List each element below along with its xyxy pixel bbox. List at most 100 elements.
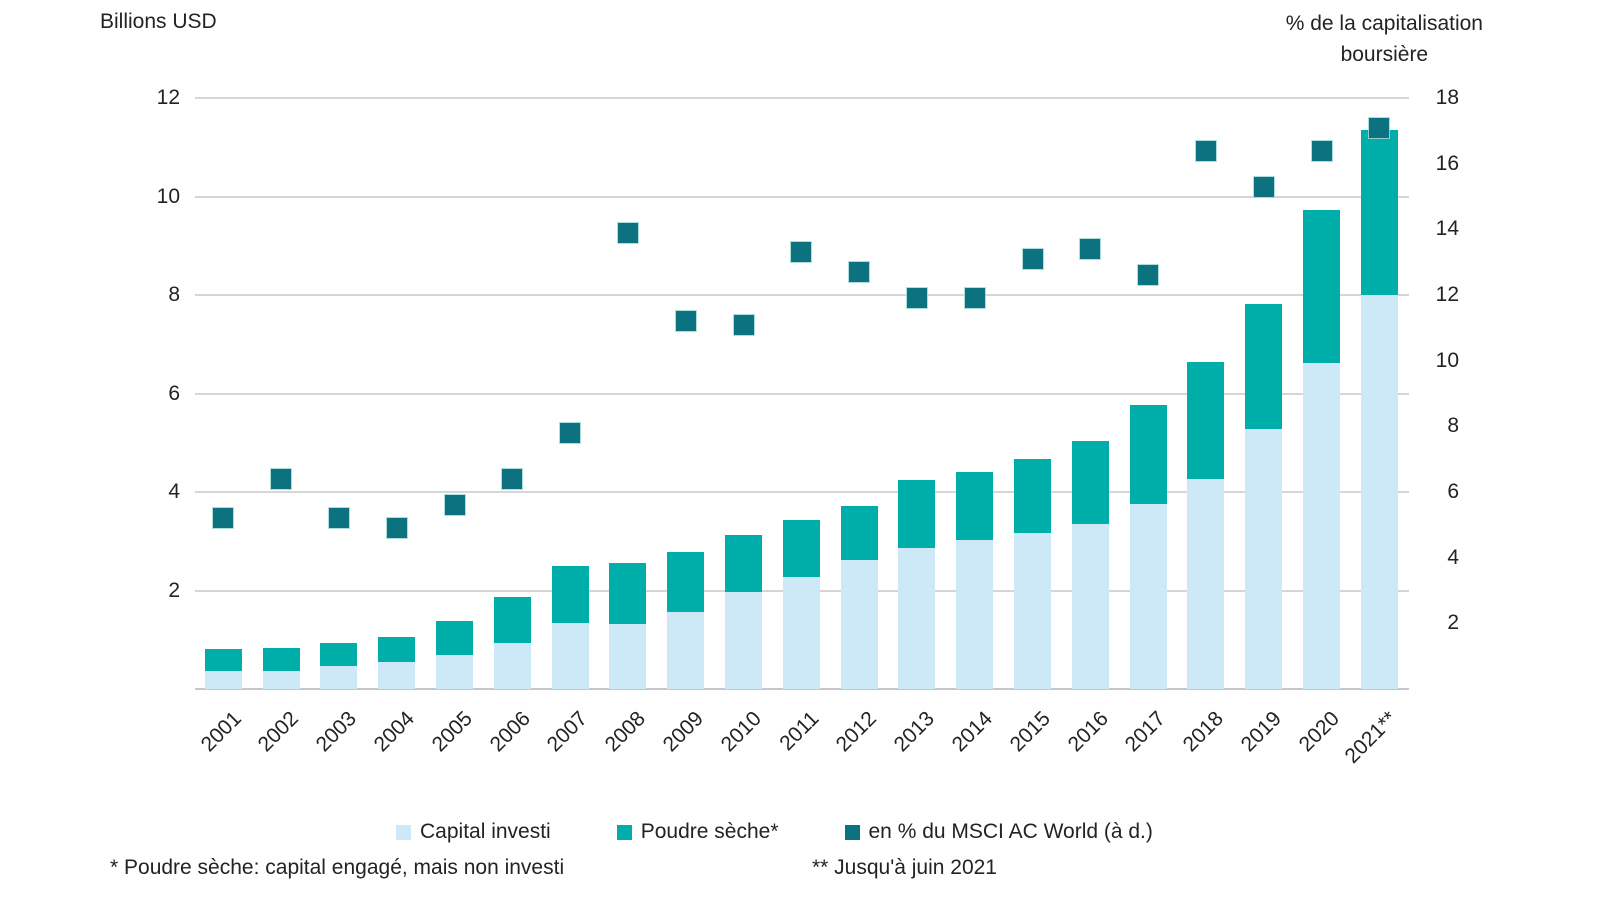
- gridline: [195, 491, 1409, 493]
- msci-marker-2009: [675, 311, 696, 332]
- y-axis-tick-left: 4: [168, 480, 180, 503]
- bar-segment-poudre-2005: [436, 621, 473, 655]
- bar-segment-poudre-2012: [840, 505, 878, 560]
- right-axis-title-line1: % de la capitalisation: [1285, 12, 1483, 35]
- y-axis-tick-left: 12: [156, 86, 180, 109]
- bar-segment-capital-2002: [262, 670, 300, 689]
- y-axis-tick-right: 16: [1435, 151, 1459, 175]
- msci-marker-2011: [791, 242, 812, 263]
- legend-item-2: en % du MSCI AC World (à d.): [844, 820, 1153, 844]
- bar-segment-capital-2018: [1187, 479, 1225, 689]
- bar-segment-capital-2011: [782, 576, 820, 689]
- bar-segment-capital-2015: [1014, 532, 1051, 689]
- bar-segment-poudre-2017: [1129, 404, 1167, 505]
- left-axis-title: Billions USD: [100, 10, 217, 33]
- msci-marker-2001: [213, 508, 234, 529]
- legend-label-1: Poudre sèche*: [640, 820, 779, 843]
- legend: Capital investi Poudre sèche* en % du MSCI…: [396, 820, 1153, 844]
- legend-item-1: Poudre sèche*: [616, 820, 779, 844]
- x-axis-label-2008: 2008: [600, 707, 651, 757]
- legend-label-0: Capital investi: [420, 820, 551, 843]
- bar-segment-poudre-2019: [1245, 304, 1283, 429]
- bar-segment-capital-2019: [1245, 428, 1283, 689]
- x-axis-label-2019: 2019: [1236, 707, 1286, 757]
- x-axis-label-2018: 2018: [1178, 707, 1229, 757]
- x-axis-label-2002: 2002: [254, 707, 304, 757]
- bar-segment-poudre-2020: [1303, 210, 1340, 363]
- y-axis-tick-right: 8: [1447, 414, 1459, 438]
- msci-marker-2018: [1195, 140, 1216, 161]
- bar-segment-capital-2009: [667, 612, 705, 689]
- x-axis-label-2004: 2004: [369, 707, 419, 757]
- x-axis-label-2006: 2006: [485, 707, 535, 757]
- bar-segment-poudre-2004: [378, 636, 416, 662]
- bar-segment-capital-2003: [320, 665, 358, 689]
- msci-marker-2019: [1253, 176, 1274, 197]
- y-axis-tick-left: 10: [156, 184, 180, 208]
- gridline: [195, 294, 1409, 296]
- y-axis-tick-right: 10: [1435, 348, 1459, 372]
- bar-segment-poudre-2015: [1014, 459, 1051, 533]
- bar-segment-capital-2017: [1129, 504, 1167, 689]
- bar-segment-capital-2006: [493, 642, 531, 689]
- x-axis-line: [195, 688, 1409, 690]
- gridline: [195, 97, 1409, 99]
- msci-marker-2002: [271, 468, 292, 489]
- x-axis-label-2011: 2011: [775, 707, 824, 756]
- msci-marker-2012: [849, 262, 870, 283]
- bar-segment-poudre-2016: [1071, 441, 1109, 524]
- legend-label-2: en % du MSCI AC World (à d.): [868, 820, 1153, 843]
- x-axis-label-2016: 2016: [1063, 707, 1113, 757]
- gridline: [195, 392, 1409, 395]
- y-axis-tick-right: 18: [1435, 86, 1459, 109]
- legend-item-0: Capital investi: [396, 820, 551, 844]
- bar-segment-capital-2013: [898, 547, 936, 689]
- footnote-juin-2021: ** Jusqu'à juin 2021: [812, 856, 997, 879]
- x-axis-label-2021**: 2021**: [1340, 707, 1402, 768]
- msci-marker-2006: [502, 468, 523, 489]
- bar-segment-capital-2004: [378, 661, 416, 689]
- msci-marker-2021**: [1369, 117, 1390, 138]
- msci-marker-2004: [386, 518, 407, 539]
- bar-segment-poudre-2002: [262, 648, 300, 671]
- y-axis-tick-left: 6: [168, 381, 180, 405]
- bar-segment-capital-2007: [551, 622, 589, 689]
- msci-marker-2016: [1080, 239, 1101, 260]
- y-axis-tick-left: 2: [168, 578, 180, 602]
- x-axis-label-2007: 2007: [543, 707, 593, 757]
- bar-segment-poudre-2021**: [1360, 129, 1398, 295]
- msci-marker-2008: [617, 222, 638, 243]
- bar-segment-poudre-2007: [551, 565, 589, 623]
- x-axis-label-2014: 2014: [947, 707, 997, 757]
- bar-segment-poudre-2001: [204, 649, 242, 671]
- y-axis-tick-right: 2: [1447, 611, 1459, 635]
- x-axis-label-2005: 2005: [427, 707, 477, 757]
- y-axis-tick-right: 14: [1435, 217, 1459, 241]
- bar-segment-capital-2014: [956, 539, 994, 689]
- footnote-poudre-seche: * Poudre sèche: capital engagé, mais non…: [110, 856, 565, 879]
- bar-segment-capital-2020: [1303, 362, 1340, 689]
- bar-segment-poudre-2003: [320, 642, 358, 666]
- x-axis-label-2015: 2015: [1005, 707, 1055, 757]
- gridline: [195, 195, 1409, 198]
- right-axis-title: % de la capitalisation boursière: [1286, 8, 1483, 70]
- y-axis-tick-left: 8: [168, 283, 180, 306]
- bar-segment-poudre-2018: [1187, 361, 1225, 480]
- right-axis-title-line2: boursière: [1340, 43, 1429, 66]
- x-axis-label-2012: 2012: [832, 707, 882, 757]
- bar-segment-capital-2012: [840, 559, 878, 689]
- bar-segment-poudre-2014: [956, 472, 994, 540]
- x-axis-label-2001: 2001: [196, 707, 246, 757]
- x-axis-label-2017: 2017: [1121, 707, 1171, 757]
- msci-marker-2003: [328, 508, 349, 529]
- y-axis-tick-right: 6: [1447, 480, 1459, 503]
- bar-segment-poudre-2011: [782, 520, 820, 577]
- msci-marker-2015: [1022, 248, 1043, 269]
- bar-segment-capital-2016: [1071, 523, 1109, 689]
- msci-marker-2013: [906, 288, 927, 309]
- msci-marker-2010: [733, 314, 754, 335]
- bar-segment-capital-2005: [436, 654, 473, 689]
- msci-marker-2017: [1138, 265, 1159, 286]
- msci-marker-2005: [444, 495, 465, 516]
